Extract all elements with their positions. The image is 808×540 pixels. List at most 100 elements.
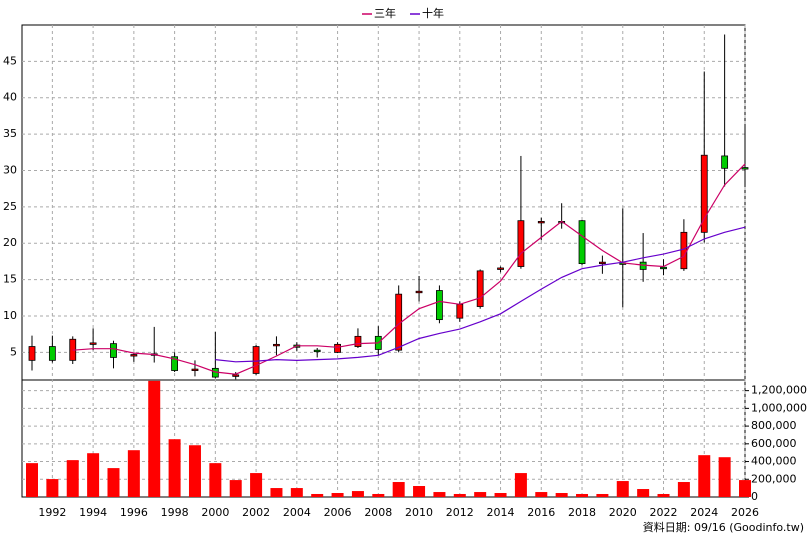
y-tick-label: 30 — [3, 163, 17, 176]
candle-body — [456, 303, 464, 319]
y-tick-label: 40 — [3, 91, 17, 104]
volume-bar — [596, 493, 609, 497]
candle-body — [537, 221, 545, 224]
volume-bar — [229, 480, 242, 497]
legend-label: 十年 — [422, 6, 444, 20]
volume-bar — [46, 479, 59, 497]
candle-body — [232, 374, 240, 377]
candle-body — [721, 155, 729, 169]
candle-body — [599, 261, 606, 265]
volume-bar — [87, 453, 100, 497]
volume-bar — [637, 489, 650, 497]
volume-bar — [494, 493, 507, 497]
source-note: 資料日期: 09/16 (Goodinfo.tw) — [643, 520, 804, 534]
x-tick-label: 2014 — [487, 506, 515, 519]
x-tick-label: 2016 — [527, 506, 555, 519]
y2-tick-label: 1,200,000 — [751, 384, 807, 397]
volume-bar — [331, 493, 344, 497]
y-tick-label: 15 — [3, 273, 17, 286]
volume-bar — [677, 482, 690, 497]
y-tick-label: 45 — [3, 54, 17, 67]
volume-bar — [311, 493, 324, 497]
volume-bar — [209, 463, 222, 497]
volume-bar — [616, 481, 629, 497]
plot-frame — [21, 24, 746, 498]
x-tick-label: 2000 — [201, 506, 229, 519]
y2-tick-label: 800,000 — [751, 419, 797, 432]
x-tick-label: 2022 — [650, 506, 678, 519]
volume-bar — [351, 491, 364, 497]
x-tick-label: 2018 — [568, 506, 596, 519]
y-tick-label: 35 — [3, 127, 17, 140]
x-tick-label: 1994 — [79, 506, 107, 519]
volume-bar — [474, 492, 487, 497]
y2-tick-label: 600,000 — [751, 437, 797, 450]
volume-bar — [168, 439, 181, 497]
volume-bar — [66, 460, 79, 497]
volume-bar — [107, 468, 120, 497]
x-tick-label: 2008 — [364, 506, 392, 519]
volume-bar — [148, 380, 161, 497]
candle-body — [497, 267, 504, 270]
ma-line — [215, 226, 746, 363]
volume-bar — [413, 486, 426, 497]
candle-body — [28, 346, 36, 361]
volume-bar — [188, 445, 201, 497]
candle-body — [354, 335, 362, 347]
volume-bar — [698, 455, 711, 497]
volume-bar — [453, 493, 466, 497]
candle-body — [89, 342, 97, 345]
x-tick-label: 2002 — [242, 506, 270, 519]
volume-bar — [26, 463, 38, 497]
volume-bar — [576, 493, 589, 497]
volume-bar — [372, 493, 385, 497]
x-tick-label: 2012 — [446, 506, 474, 519]
volume-bar — [657, 493, 670, 497]
volume-bar — [392, 482, 405, 497]
y-tick-label: 20 — [3, 236, 17, 249]
x-tick-label: 2024 — [690, 506, 718, 519]
x-tick-label: 1992 — [38, 506, 66, 519]
candle-body — [48, 346, 56, 361]
volume-bar — [290, 488, 303, 497]
candle-body — [436, 290, 443, 321]
y2-tick-label: 1,000,000 — [751, 401, 807, 414]
volume-bar — [739, 480, 751, 497]
y-tick-label: 25 — [3, 200, 17, 213]
volume-bar — [514, 473, 527, 497]
y-tick-label: 10 — [3, 309, 17, 322]
candle-body — [191, 368, 199, 371]
volume-bar — [127, 450, 140, 497]
x-tick-label: 2004 — [283, 506, 311, 519]
legend-label: 三年 — [374, 6, 396, 20]
volume-bar — [555, 493, 568, 497]
ma-line — [72, 163, 746, 375]
candle-body — [334, 343, 341, 353]
candle-body — [171, 356, 179, 371]
candle-body — [741, 167, 749, 170]
candle-body — [110, 343, 117, 358]
volume-bar — [535, 492, 548, 497]
y2-tick-label: 400,000 — [751, 455, 797, 468]
volume-bar — [718, 457, 731, 497]
y2-tick-label: 0 — [751, 490, 758, 503]
volume-bar — [250, 473, 263, 497]
y-tick-label: 5 — [10, 345, 17, 358]
candle-body — [273, 343, 280, 347]
x-tick-label: 1996 — [120, 506, 148, 519]
x-tick-label: 1998 — [161, 506, 189, 519]
x-tick-label: 2010 — [405, 506, 433, 519]
candle-body — [578, 220, 586, 265]
volume-bar — [270, 488, 283, 497]
x-tick-label: 2026 — [731, 506, 759, 519]
candle-body — [700, 154, 708, 233]
candle-body — [130, 354, 138, 357]
y2-tick-label: 200,000 — [751, 472, 797, 485]
candle-body — [660, 266, 667, 270]
candle-body — [517, 220, 525, 267]
candle-body — [680, 231, 688, 270]
volume-bar — [433, 492, 446, 497]
x-tick-label: 2020 — [609, 506, 637, 519]
candle-body — [252, 346, 260, 374]
